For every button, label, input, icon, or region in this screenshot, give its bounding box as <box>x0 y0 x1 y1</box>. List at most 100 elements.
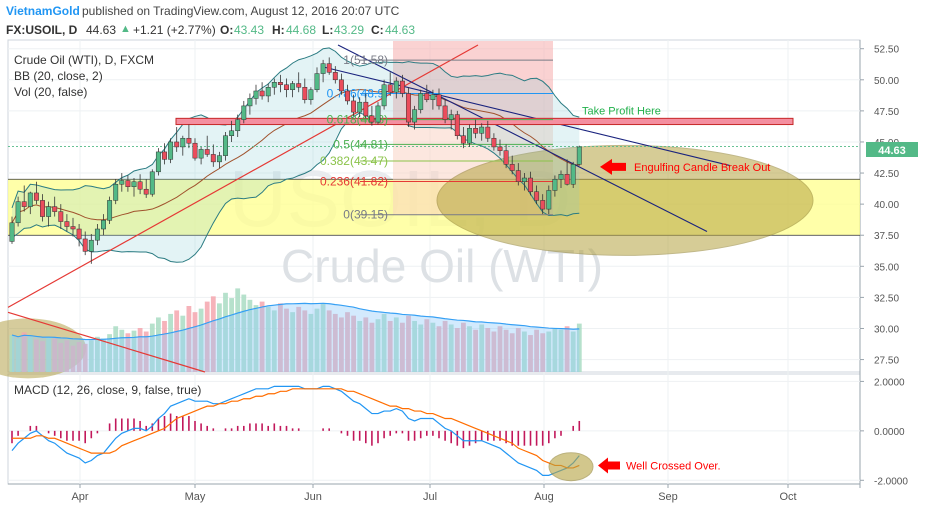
candle <box>436 88 442 110</box>
candle-body <box>442 105 448 120</box>
candle <box>284 78 289 98</box>
crossed-arrow-icon <box>598 457 620 474</box>
candle <box>101 214 106 236</box>
fib-level-label: 0.382(43.47) <box>320 154 388 168</box>
candle <box>21 185 27 212</box>
volume-bar <box>345 312 350 372</box>
volume-bar <box>149 323 155 372</box>
volume-bar <box>259 301 265 372</box>
candle <box>442 99 448 124</box>
fib-level-label: 0(39.15) <box>343 208 388 222</box>
time-tick-label: Sep <box>658 491 678 503</box>
candle <box>27 191 33 215</box>
candle <box>223 132 228 161</box>
volume-bar <box>95 336 100 372</box>
candle <box>460 127 466 149</box>
candle <box>491 133 497 151</box>
price-tick-label: 42.50 <box>874 169 899 180</box>
downtrend-line-upper <box>324 66 731 167</box>
volume-bar <box>137 328 143 372</box>
volume-bar <box>235 288 241 372</box>
candle <box>33 181 39 205</box>
price-tick-label: 50.00 <box>874 76 899 87</box>
candle-body <box>186 137 192 144</box>
volume-bar <box>546 331 552 372</box>
candle-body <box>88 239 94 252</box>
candle-body <box>485 126 491 139</box>
candle-body <box>558 174 564 180</box>
volume-bar <box>210 296 216 372</box>
volume-bar <box>247 299 253 372</box>
publish-header: VietnamGold published on TradingView.com… <box>0 0 933 22</box>
macd-pane[interactable] <box>7 373 861 485</box>
candle-body <box>387 84 393 93</box>
time-tick-label: Jul <box>423 491 437 503</box>
volume-bar <box>101 338 106 372</box>
candle <box>229 120 235 142</box>
candle <box>210 144 216 167</box>
volume-bar <box>491 331 497 372</box>
candle-body <box>546 190 552 210</box>
volume-bar <box>113 326 119 372</box>
candle-body <box>210 154 216 163</box>
volume-bar <box>40 341 45 372</box>
volume-bar <box>418 324 424 372</box>
candle-body <box>64 221 70 227</box>
volume-bar <box>284 308 289 372</box>
price-tick-label: 37.50 <box>874 231 899 242</box>
price-tick-label: 30.00 <box>874 324 899 335</box>
fibonacci-retracement[interactable]: 1(51.58)0.786(48.9)0.618(46.8)0.5(44.81)… <box>320 53 553 222</box>
candle <box>119 173 125 192</box>
volume-bar <box>64 340 70 372</box>
fib-level-label: 1(51.58) <box>343 53 388 67</box>
candle-body <box>137 181 143 190</box>
candle <box>485 120 491 142</box>
volume-bar <box>314 308 320 372</box>
candle-body <box>82 238 88 252</box>
volume-bar <box>290 312 295 372</box>
symbol-name[interactable]: FX:USOIL, D <box>6 23 78 37</box>
candle-body <box>247 98 253 107</box>
candle <box>302 78 308 104</box>
candle-body <box>149 171 155 195</box>
candle <box>155 148 161 176</box>
candle <box>345 84 350 105</box>
candle <box>308 87 314 105</box>
candle-body <box>515 170 521 183</box>
candle-body <box>460 135 466 144</box>
candle <box>351 94 357 116</box>
legend-macd[interactable]: MACD (12, 26, close, 9, false, true) <box>14 383 201 397</box>
candle-body <box>235 119 241 132</box>
uptrend-line <box>7 44 479 308</box>
candle-body <box>107 200 113 221</box>
candle-body <box>363 101 369 117</box>
crossed-label: Well Crossed Over. <box>626 460 721 472</box>
resistance-zone <box>175 117 794 126</box>
volume-bar <box>369 322 375 372</box>
legend-main[interactable]: Crude Oil (WTI), D, FXCM <box>14 53 154 67</box>
candle <box>363 93 369 119</box>
candle <box>290 81 296 98</box>
annotations: Take Profit Here Engulfing Candle Break O… <box>582 106 770 474</box>
candle-body <box>430 94 436 100</box>
macd-tick-label: 2.0000 <box>874 377 905 388</box>
candle <box>332 66 338 84</box>
legend-bb[interactable]: BB (20, close, 2) <box>14 69 103 83</box>
candle-body <box>418 93 424 110</box>
candlesticks <box>9 57 582 264</box>
volume-bar <box>143 331 149 372</box>
volume-bar <box>479 324 485 372</box>
candle <box>448 109 454 130</box>
candle <box>326 57 332 75</box>
trend-drawings[interactable] <box>7 44 860 373</box>
candle-body <box>125 180 131 187</box>
candle-body <box>198 149 204 159</box>
candle-body <box>76 228 82 240</box>
candle <box>576 145 582 166</box>
candle <box>216 151 222 169</box>
legend-vol[interactable]: Vol (20, false) <box>14 85 87 99</box>
author-name[interactable]: VietnamGold <box>6 4 80 18</box>
candle-body <box>393 80 399 93</box>
volume-bar <box>412 320 417 372</box>
